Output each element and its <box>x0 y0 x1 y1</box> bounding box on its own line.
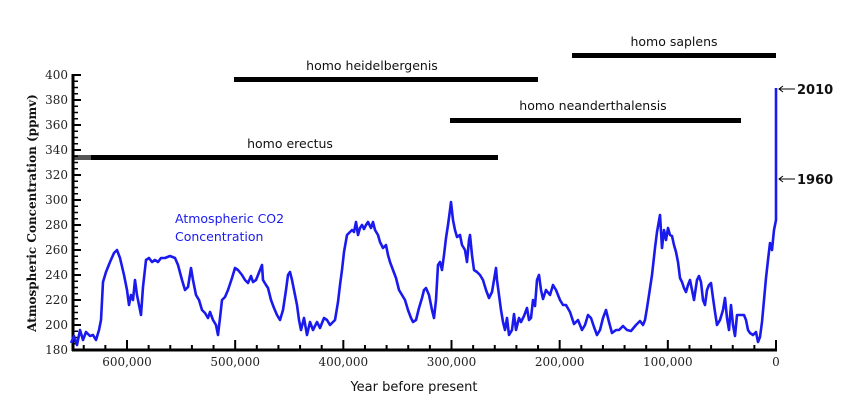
y-tick-label: 180 <box>45 343 68 357</box>
y-tick-label: 380 <box>45 93 68 107</box>
annotation-1960: 1960 <box>778 173 833 188</box>
annotation-2010: 2010 <box>778 83 833 98</box>
series-label-line2: Concentration <box>175 229 263 244</box>
y-tick-label: 280 <box>45 218 68 232</box>
x-tick-label: 0 <box>772 355 780 369</box>
y-axis-title: Atmospheric Concentration (ppmv) <box>25 94 39 333</box>
species-bar-sapiens <box>572 53 776 58</box>
y-axis-tick-labels: 180 200 220 240 260 280 300 320 340 360 380 400 <box>45 68 68 357</box>
x-axis: 600,000 500,000 400,000 300,000 200,000 100,0… <box>72 340 780 369</box>
x-tick-label: 500,000 <box>210 355 260 369</box>
x-axis-title: Year before present <box>349 380 477 395</box>
y-tick-label: 260 <box>45 243 68 257</box>
annotation-2010-label: 2010 <box>797 83 833 98</box>
y-tick-label: 220 <box>45 293 68 307</box>
x-axis-ticks <box>82 340 777 350</box>
y-tick-label: 240 <box>45 268 68 282</box>
species-bar-erectus-stub <box>73 155 91 160</box>
y-tick-label: 360 <box>45 118 68 132</box>
co2-series-line <box>69 88 778 347</box>
x-tick-label: 300,000 <box>427 355 477 369</box>
y-tick-label: 300 <box>45 193 68 207</box>
y-axis: 180 200 220 240 260 280 300 320 340 360 380 400 <box>45 68 81 357</box>
species-label-sapiens: homo saplens <box>630 34 717 49</box>
y-tick-label: 340 <box>45 143 68 157</box>
species-label-heidelbergensis: homo heidelbergenis <box>306 58 438 73</box>
species-bar-erectus <box>91 155 498 160</box>
species-label-erectus: homo erectus <box>247 136 333 151</box>
x-tick-label: 100,000 <box>643 355 693 369</box>
y-axis-ticks <box>73 74 81 351</box>
x-tick-label: 400,000 <box>319 355 369 369</box>
species-bar-neanderthalensis <box>450 118 741 123</box>
series-label-line1: Atmospheric CO2 <box>175 211 284 226</box>
x-tick-label: 600,000 <box>102 355 152 369</box>
x-tick-label: 200,000 <box>535 355 585 369</box>
y-tick-label: 200 <box>45 318 68 332</box>
annotation-1960-label: 1960 <box>797 173 833 188</box>
species-bars: homo saplens homo heidelbergenis homo ne… <box>73 34 776 160</box>
y-tick-label: 400 <box>45 68 68 82</box>
species-label-neanderthalensis: homo neanderthalensis <box>519 98 666 113</box>
y-tick-label: 320 <box>45 168 68 182</box>
species-bar-heidelbergensis <box>234 77 538 82</box>
x-axis-tick-labels: 600,000 500,000 400,000 300,000 200,000 100,0… <box>102 355 780 369</box>
